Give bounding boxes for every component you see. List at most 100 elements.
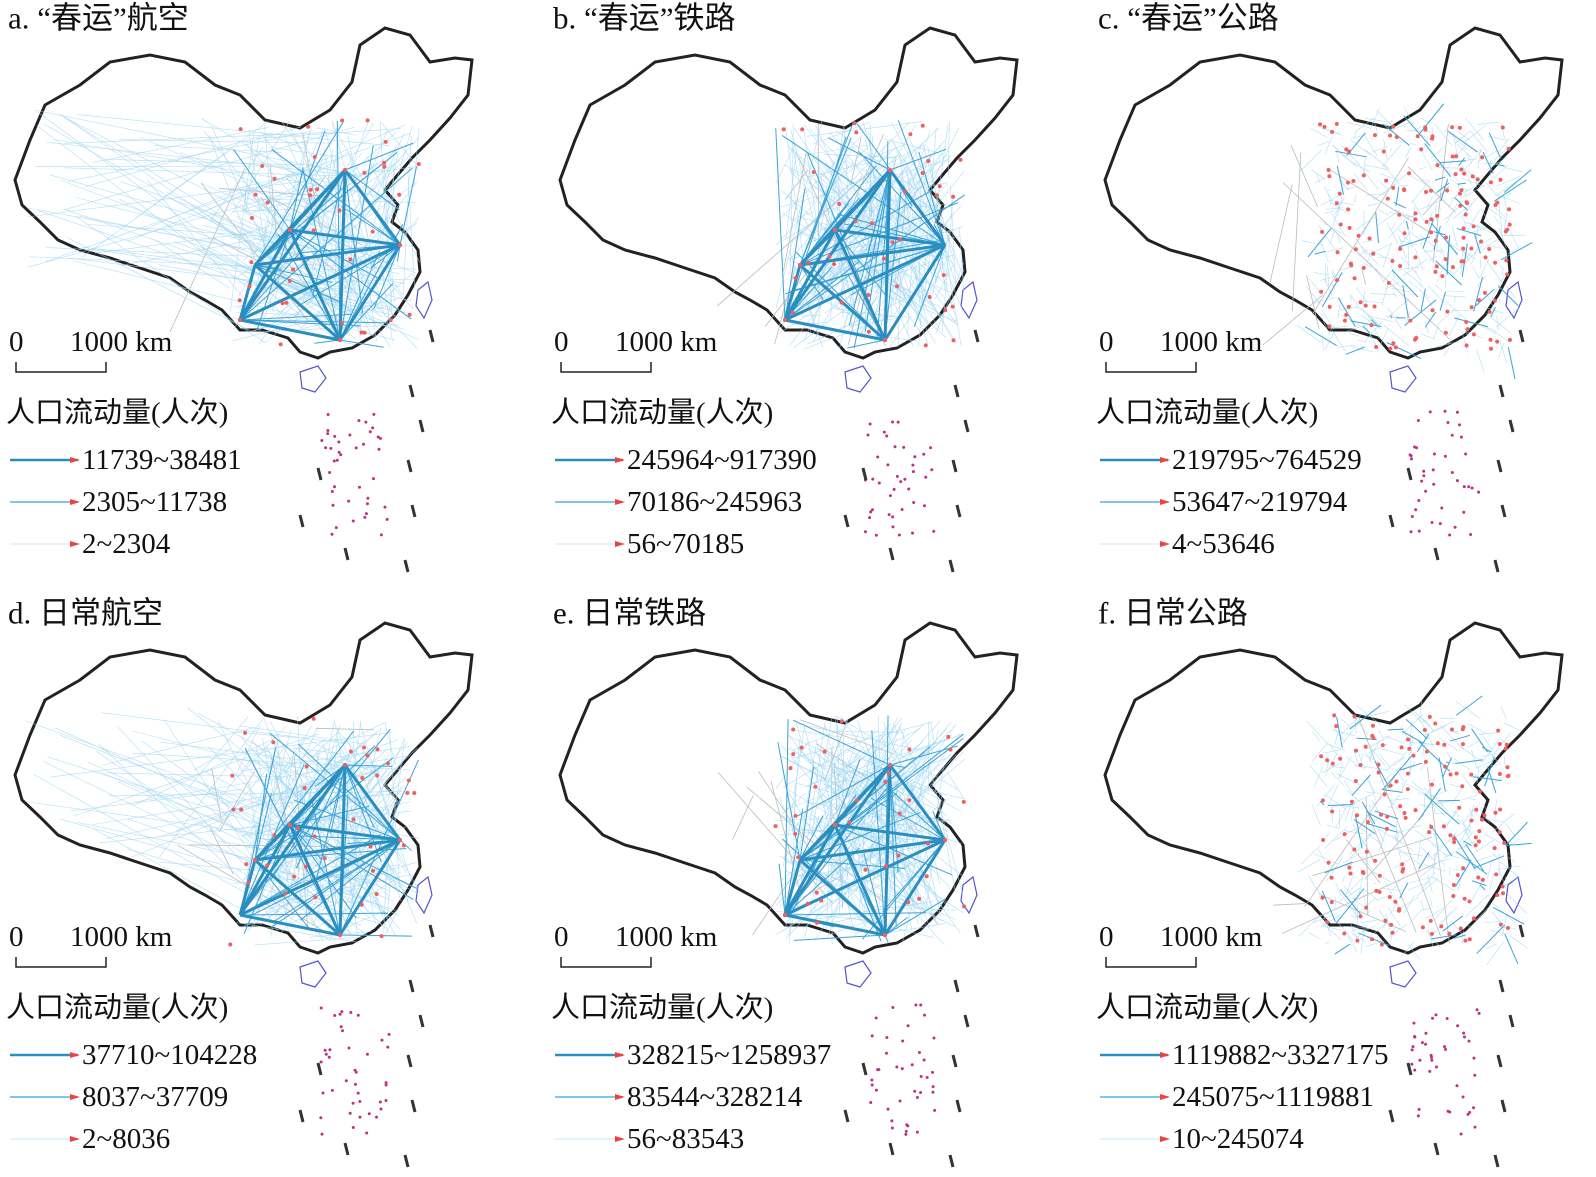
- boundary-dash: [406, 1054, 413, 1068]
- flow-line-light: [1461, 793, 1480, 801]
- flow-line-medium: [1401, 730, 1424, 744]
- flow-node: [1388, 133, 1393, 138]
- flow-line-medium: [254, 264, 343, 304]
- flow-line-light: [1475, 906, 1490, 921]
- flow-line-light: [1485, 943, 1497, 949]
- flow-node: [1384, 178, 1389, 183]
- flow-line-medium: [1420, 288, 1426, 312]
- flow-node: [863, 867, 868, 872]
- flow-node: [1330, 809, 1335, 814]
- flow-line-light: [1444, 124, 1450, 133]
- flow-line-light: [919, 187, 921, 286]
- island-dot: [1457, 423, 1461, 427]
- legend-label: 219795~764529: [1172, 444, 1362, 476]
- flow-line-light: [1360, 897, 1376, 912]
- island-dot: [327, 1055, 331, 1059]
- flow-line-light: [1418, 283, 1424, 289]
- flow-node: [1482, 813, 1487, 818]
- flow-line-light: [836, 731, 903, 733]
- flow-node: [1430, 136, 1435, 141]
- flow-line-heavy: [238, 169, 347, 321]
- flow-node: [1405, 787, 1410, 792]
- flow-line-light: [775, 720, 941, 907]
- flow-line-light: [1331, 144, 1358, 167]
- flow-line-heavy: [238, 229, 292, 321]
- flow-line-light: [1504, 755, 1506, 769]
- flow-line-light: [1420, 241, 1423, 245]
- flow-line-light: [1444, 205, 1461, 221]
- flow-node: [1352, 276, 1357, 281]
- flow-line-heavy: [238, 859, 257, 916]
- flow-line-light: [1306, 720, 1327, 743]
- flow-line-light: [1445, 290, 1464, 292]
- flow-node: [1443, 330, 1448, 335]
- flow-node: [340, 118, 345, 123]
- island: [299, 365, 327, 393]
- flow-line-light: [1443, 853, 1468, 861]
- flow-line-medium: [1367, 812, 1396, 828]
- flow-line-light: [792, 251, 922, 349]
- flow-line-light: [783, 746, 854, 787]
- flow-line-medium: [399, 166, 418, 246]
- island-dot: [351, 1125, 355, 1129]
- flow-node: [943, 308, 948, 313]
- flow-line-light: [1491, 328, 1510, 343]
- flow-line-heavy: [783, 764, 892, 916]
- flow-line-medium: [271, 148, 401, 246]
- flow-line-light: [893, 728, 905, 814]
- flow-line-light: [1364, 149, 1390, 170]
- flow-line-medium: [289, 824, 418, 889]
- island-dot: [1453, 525, 1457, 529]
- island-dot: [365, 1131, 369, 1135]
- island-dot: [323, 1048, 327, 1052]
- flow-node: [1413, 211, 1418, 216]
- flow-node: [1427, 714, 1432, 719]
- flow-line-light: [188, 716, 249, 788]
- island-dot: [931, 1070, 935, 1074]
- island-dot: [337, 450, 341, 454]
- flow-node: [302, 785, 307, 790]
- flow-node: [1355, 813, 1360, 818]
- flow-node: [1411, 753, 1416, 758]
- flow-line-medium: [1405, 718, 1428, 740]
- flow-line-light: [1486, 941, 1504, 966]
- scale-bar: [1105, 362, 1197, 373]
- flow-line-light: [1359, 166, 1379, 190]
- flow-line-light: [321, 794, 385, 804]
- flow-line-light: [1296, 324, 1321, 343]
- island-dot: [324, 1052, 328, 1056]
- flow-line-medium: [1495, 163, 1505, 167]
- flow-line-light: [1432, 803, 1436, 814]
- flow-line-light: [931, 230, 951, 296]
- island-dot: [915, 1096, 919, 1100]
- flow-line-light: [880, 736, 943, 844]
- boundary-dash: [428, 329, 435, 343]
- flow-line-light: [1311, 741, 1329, 762]
- flow-line-medium: [1437, 799, 1460, 802]
- flow-line-light: [1465, 221, 1488, 230]
- flow-line-light: [1458, 819, 1473, 845]
- island-dot: [344, 1079, 348, 1083]
- island-dot: [899, 480, 903, 484]
- flow-node: [920, 171, 925, 176]
- flow-node: [1384, 826, 1389, 831]
- scale-label: 1000 km: [70, 326, 173, 358]
- flow-line-light: [1477, 732, 1498, 735]
- flow-line-light: [1389, 795, 1400, 809]
- island-dot: [900, 507, 904, 511]
- flow-line-light: [1451, 225, 1458, 247]
- flow-node: [315, 187, 320, 192]
- flow-line-light: [1383, 325, 1410, 346]
- panel-title: c. “春运”公路: [1098, 1, 1279, 36]
- flow-line-heavy: [238, 764, 347, 916]
- flow-line-light: [1490, 276, 1505, 302]
- flow-line-light: [239, 229, 298, 286]
- flow-line-light: [1376, 895, 1388, 901]
- flow-line-light: [1349, 793, 1373, 806]
- flow-line-light: [1298, 914, 1322, 937]
- flow-line-medium: [1387, 728, 1404, 731]
- flow-line-light: [1324, 755, 1329, 761]
- flow-line-light: [1312, 731, 1321, 742]
- flow-line-light: [375, 774, 412, 882]
- flow-line-light: [160, 741, 334, 765]
